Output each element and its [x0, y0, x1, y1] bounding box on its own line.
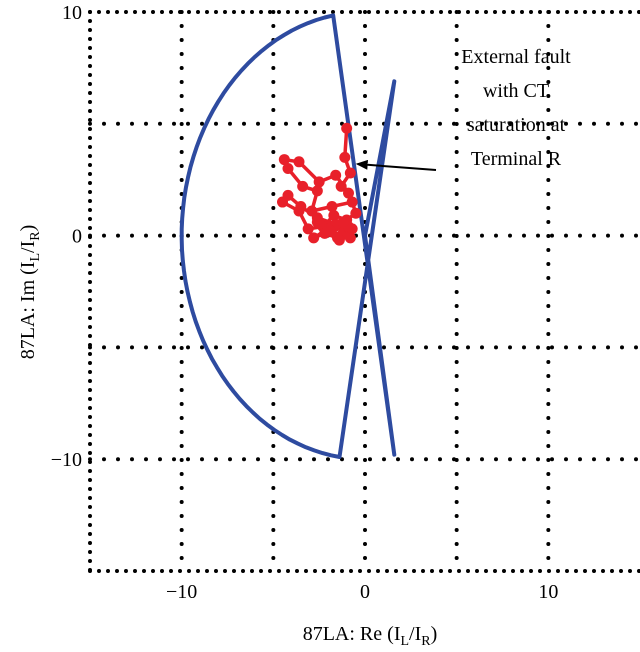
trajectory-point-32	[344, 232, 356, 244]
trajectory-point-0	[341, 122, 353, 134]
trajectory-point-22	[282, 189, 294, 201]
trajectory-point-13	[326, 201, 338, 213]
y-tick-label-0: 10	[62, 2, 82, 24]
y-tick-label-2: −10	[51, 449, 82, 471]
plot-frame	[88, 10, 640, 573]
x-axis-label: 87LA: Re (IL/IR)	[303, 623, 438, 649]
tick-labels: −10 0 10 10 0 −10	[51, 2, 559, 603]
x-tick-label-2: 10	[538, 581, 558, 603]
trajectory-point-5	[330, 169, 342, 181]
trajectory-point-9	[282, 163, 294, 175]
trajectory-point-14	[346, 196, 358, 208]
trajectory-point-6	[313, 176, 325, 188]
x-tick-label-0: −10	[166, 581, 197, 603]
annotation-line-4: Terminal R	[471, 148, 562, 170]
trajectory-point-29	[308, 232, 320, 244]
trajectory-point-3	[335, 180, 347, 192]
trajectory-point-11	[311, 185, 323, 197]
annotation-arrow	[355, 159, 437, 171]
trajectory-point-35	[311, 216, 323, 228]
trajectory-point-10	[297, 180, 309, 192]
annotation-line-1: External fault	[461, 46, 571, 68]
trajectory-point-19	[302, 223, 314, 235]
trajectory-point-2	[344, 167, 356, 179]
trajectory-point-38	[337, 216, 349, 228]
trajectory-point-17	[328, 209, 340, 221]
trajectory-point-23	[295, 201, 307, 213]
boundary-line	[179, 13, 397, 459]
y-tick-label-1: 0	[72, 226, 82, 248]
trajectory-point-8	[278, 154, 290, 166]
trajectory-point-37	[346, 223, 358, 235]
annotation: External fault with CT saturation at Ter…	[355, 46, 571, 171]
trajectory-series	[277, 122, 362, 246]
trajectory-point-4	[343, 187, 354, 199]
trajectory-point-36	[333, 234, 345, 246]
annotation-line-3: saturation at	[467, 114, 566, 136]
trajectory-point-7	[293, 156, 305, 168]
y-axis-label: 87LA: Im (IL/IR)	[17, 225, 43, 360]
trajectory-point-1	[339, 151, 351, 163]
trajectory-point-34	[324, 225, 336, 237]
annotation-line-2: with CT	[483, 80, 549, 102]
trajectory-point-15	[350, 207, 362, 219]
x-tick-label-1: 0	[360, 581, 370, 603]
restraint-boundary	[179, 13, 397, 459]
